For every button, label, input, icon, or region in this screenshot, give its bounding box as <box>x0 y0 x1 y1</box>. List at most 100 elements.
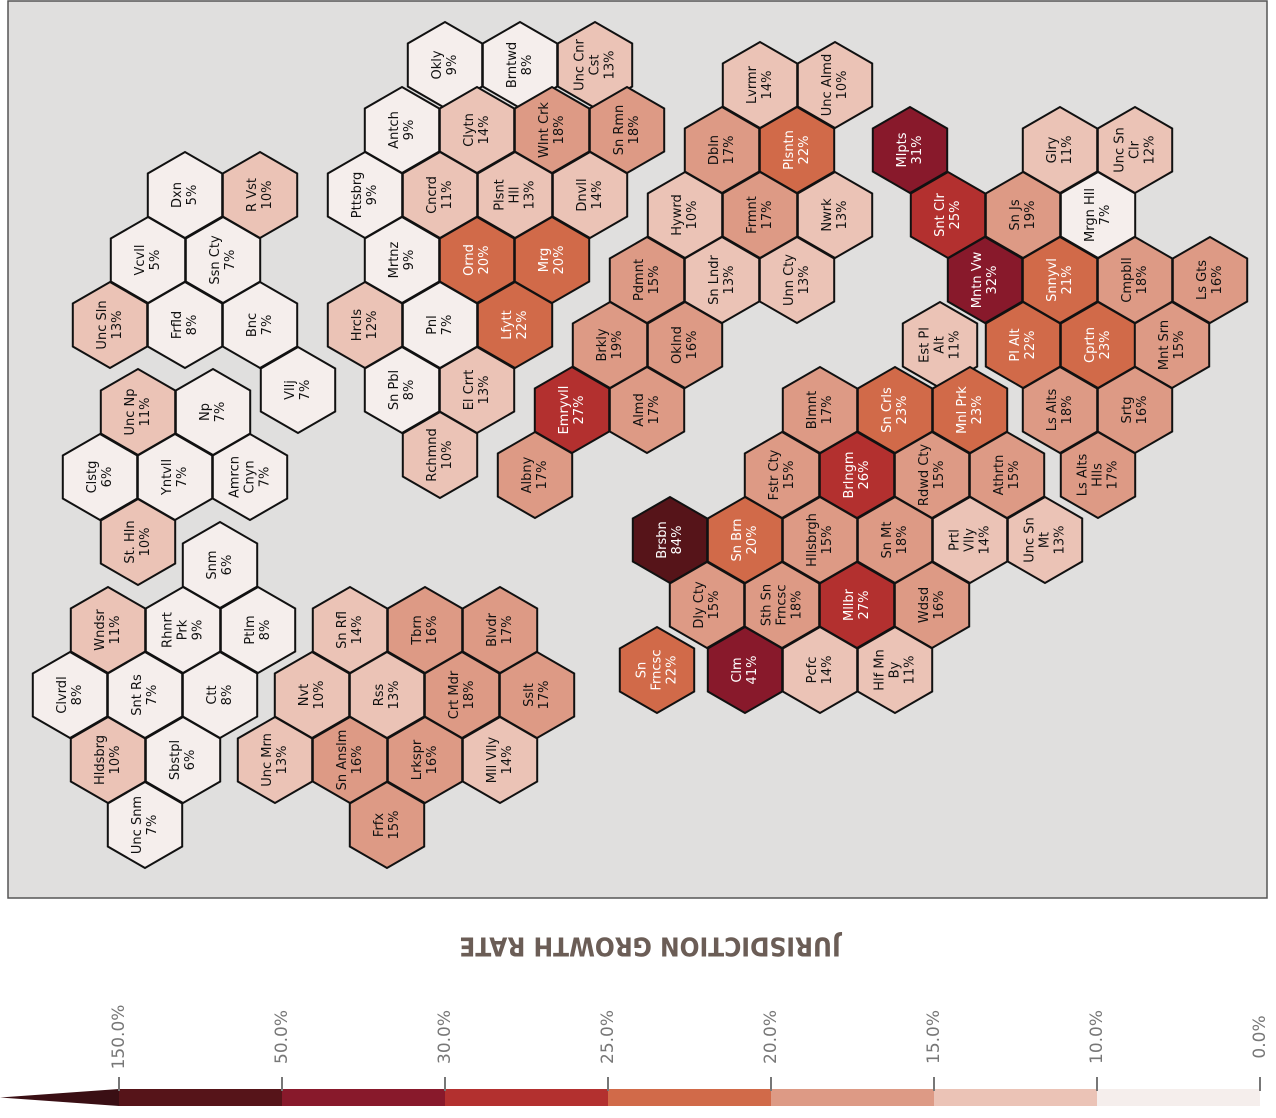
hex-name: Np <box>198 403 213 421</box>
hex-label: Unc Mrn 13% <box>260 733 290 787</box>
hex-name: Mrg <box>537 248 552 273</box>
hex-label: Pnl 7% <box>425 315 455 336</box>
hex-name: Mll Vlly <box>485 737 500 784</box>
hex-name: Clstg <box>85 461 100 494</box>
hex-label: Snm 6% <box>205 550 235 579</box>
hex-name: Rchmnd <box>425 428 440 482</box>
hex-label: Yntvll 7% <box>160 459 190 496</box>
hex <box>758 235 836 325</box>
hex-name: Hldsbrg <box>93 735 108 785</box>
hex <box>211 432 289 522</box>
legend-tick-label: 30.0% <box>435 1010 455 1064</box>
hex <box>618 625 696 715</box>
hex-value-label: 17% <box>500 616 515 645</box>
hex-label: Lvrmr 14% <box>745 65 775 104</box>
hex-label: Dxn 5% <box>170 182 200 208</box>
hex-value-label: 14% <box>820 656 835 685</box>
hex-value-label: 7% <box>223 250 238 271</box>
hex-name: Emryvll <box>557 386 572 435</box>
hex-label: Glry 11% <box>1045 136 1075 165</box>
hex-value-label: 16% <box>1210 266 1225 295</box>
hex-label: Brlngm 26% <box>842 451 872 498</box>
hex-label: Unc Cnr Cst 13% <box>573 39 618 91</box>
hex-name: Mlpts <box>895 132 910 167</box>
hex <box>901 300 979 390</box>
hex-name: Unc Sln <box>95 300 110 349</box>
hex-name: Sn Pbl <box>387 370 402 410</box>
hex-value-label: 17% <box>647 396 662 425</box>
hex <box>1059 430 1137 520</box>
legend-tick-label: 0.0% <box>1250 1015 1270 1058</box>
hex-label: Sn Rmn 18% <box>612 105 642 156</box>
hex-name: Lvrmr <box>745 65 760 104</box>
hex-label: Unn Cty 13% <box>782 254 812 306</box>
hex-name: Crt Mdr <box>447 670 462 719</box>
legend-tick-label: 150.0% <box>109 1005 129 1070</box>
hex-value-label: 23% <box>1098 331 1113 360</box>
hex-label: Okly 9% <box>430 50 460 79</box>
legend-tick-label: 10.0% <box>1087 1010 1107 1064</box>
hex-name: Hll <box>508 187 523 204</box>
hex-name: Frncsc <box>650 650 665 691</box>
hex-label: Rss 13% <box>372 681 402 710</box>
hex-label: Hlf Mn By 11% <box>873 649 918 691</box>
hex-name: Ornd <box>462 244 477 276</box>
hex-value-label: 10% <box>138 528 153 557</box>
hex-label: Pttsbrg 9% <box>350 172 380 218</box>
hex-value-label: 15% <box>647 266 662 295</box>
legend-tick-label: 25.0% <box>598 1010 618 1064</box>
hex-name: Cncrd <box>425 176 440 214</box>
hex-name: Tbrn <box>410 615 425 646</box>
hex-value-label: 14% <box>590 181 605 210</box>
hex-label: Ls Alts Hlls 17% <box>1076 454 1121 497</box>
hex-label: Frmnt 17% <box>745 196 775 234</box>
hex-name: Srtg <box>1120 397 1135 424</box>
hex-value-label: 41% <box>745 656 760 685</box>
hex-value-label: 18% <box>790 591 805 620</box>
hex-label: Blmnt 17% <box>805 391 835 430</box>
hex-label: Albny 17% <box>520 456 550 493</box>
hex <box>1006 495 1084 585</box>
hex-label: Mntn Vw 32% <box>970 251 1000 308</box>
hex-name: Mnt Srn <box>1157 320 1172 370</box>
hex-label: Brntwd 8% <box>505 42 535 88</box>
hex-label: Mll Vlly 14% <box>485 737 515 784</box>
hex-name: Vcvll <box>133 245 148 276</box>
hex-label: Rchmnd 10% <box>425 428 455 482</box>
hex-name: El Crrt <box>462 370 477 411</box>
hex-value-label: 13% <box>835 201 850 230</box>
hex-label: Emryvll 27% <box>557 386 587 435</box>
hex-label: Ctt 8% <box>205 685 235 706</box>
hex-label: Nwrk 13% <box>820 198 850 232</box>
hex-value-label: 13% <box>523 181 538 210</box>
hex-name: Sbstpl <box>168 740 183 780</box>
hex-label: Hywrd 10% <box>670 194 700 235</box>
hex-name: Bnc <box>245 313 260 337</box>
hex-label: Snt Rs 7% <box>130 674 160 716</box>
hex-label: Fstr Cty 15% <box>767 449 797 500</box>
hex-value-label: 15% <box>782 461 797 490</box>
hex-value-label: 13% <box>603 51 618 80</box>
hex-value-label: 17% <box>535 461 550 490</box>
hex-value-label: 26% <box>857 461 872 490</box>
hex-label: Brsbn 84% <box>655 521 685 559</box>
hex-label: Sn Frncsc 22% <box>635 650 680 691</box>
hex-value-label: 10% <box>685 201 700 230</box>
hex-value-label: 13% <box>797 266 812 295</box>
hex-label: Unc Almd 10% <box>820 54 850 116</box>
hex-label: Sn Brn 20% <box>730 519 760 562</box>
hex-value-label: 14% <box>760 71 775 100</box>
hex-value-label: 16% <box>425 616 440 645</box>
hex-name: Cnyn <box>243 460 258 493</box>
hex-value-label: 15% <box>1007 461 1022 490</box>
hex <box>461 715 539 805</box>
hex-value-label: 84% <box>670 526 685 555</box>
hex-label: Lfytt 22% <box>500 310 530 339</box>
hex-label: Clytn 14% <box>462 113 492 147</box>
hex-label: Wlnt Crk 18% <box>537 102 567 158</box>
hex-name: Frncsc <box>775 585 790 626</box>
hex-name: Snnyvl <box>1045 258 1060 302</box>
hex-value-label: 14% <box>477 116 492 145</box>
hex-name: Lfytt <box>500 310 515 339</box>
hex-value-label: 9% <box>191 620 206 641</box>
